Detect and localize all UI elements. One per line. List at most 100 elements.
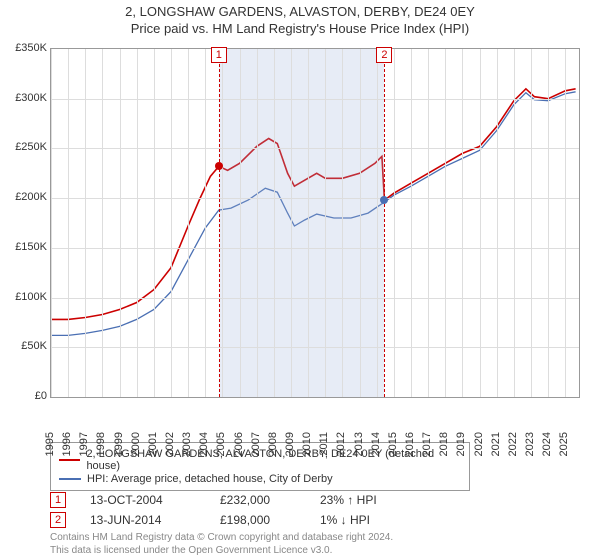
gridline-v [514, 49, 515, 397]
xtick-label: 2014 [370, 432, 382, 456]
gridline-v [394, 49, 395, 397]
xtick-label: 2000 [130, 432, 142, 456]
gridline-v [85, 49, 86, 397]
gridline-h [51, 298, 579, 299]
ytick-label: £350K [1, 42, 47, 54]
gridline-h [51, 248, 579, 249]
chart-plot-area: 12 [50, 48, 580, 398]
gridline-v [462, 49, 463, 397]
gridline-v [120, 49, 121, 397]
attribution-line-2: This data is licensed under the Open Gov… [50, 545, 393, 558]
ytick-label: £250K [1, 141, 47, 153]
gridline-h [51, 148, 579, 149]
xtick-label: 1995 [44, 432, 56, 456]
legend-label: HPI: Average price, detached house, City… [87, 473, 333, 485]
gridline-v [428, 49, 429, 397]
xtick-label: 2018 [438, 432, 450, 456]
ytick-label: £50K [1, 340, 47, 352]
legend-row: HPI: Average price, detached house, City… [59, 473, 461, 485]
xtick-label: 2017 [421, 432, 433, 456]
xtick-label: 2001 [147, 432, 159, 456]
marker-box-2: 2 [376, 47, 392, 63]
gridline-v [325, 49, 326, 397]
gridline-v [102, 49, 103, 397]
gridline-v [240, 49, 241, 397]
xtick-label: 2010 [301, 432, 313, 456]
xtick-label: 2006 [233, 432, 245, 456]
xtick-label: 2007 [250, 432, 262, 456]
gridline-h [51, 347, 579, 348]
ytick-label: £200K [1, 191, 47, 203]
tx-marker: 1 [50, 492, 66, 508]
xtick-label: 2004 [198, 432, 210, 456]
tx-delta: 1% ↓ HPI [320, 513, 440, 527]
gridline-v [360, 49, 361, 397]
xtick-label: 2009 [284, 432, 296, 456]
gridline-v [548, 49, 549, 397]
marker-line-1 [219, 49, 220, 397]
marker-dot-2 [380, 196, 388, 204]
marker-box-1: 1 [211, 47, 227, 63]
gridline-h [51, 198, 579, 199]
ytick-label: £0 [1, 390, 47, 402]
xtick-label: 2003 [181, 432, 193, 456]
xtick-label: 2023 [524, 432, 536, 456]
gridline-v [445, 49, 446, 397]
xtick-label: 2008 [267, 432, 279, 456]
ytick-label: £300K [1, 92, 47, 104]
gridline-v [205, 49, 206, 397]
title-block: 2, LONGSHAW GARDENS, ALVASTON, DERBY, DE… [0, 0, 600, 36]
xtick-label: 2012 [335, 432, 347, 456]
gridline-v [171, 49, 172, 397]
xtick-label: 2024 [541, 432, 553, 456]
transaction-row: 1 13-OCT-2004£232,00023% ↑ HPI [50, 490, 440, 510]
gridline-v [497, 49, 498, 397]
gridline-v [188, 49, 189, 397]
xtick-label: 2021 [490, 432, 502, 456]
legend-swatch [59, 478, 81, 480]
transaction-table: 1 13-OCT-2004£232,00023% ↑ HPI 2 13-JUN-201… [50, 490, 440, 530]
xtick-label: 1999 [113, 432, 125, 456]
ytick-label: £100K [1, 291, 47, 303]
ytick-label: £150K [1, 241, 47, 253]
transaction-row: 2 13-JUN-2014£198,0001% ↓ HPI [50, 510, 440, 530]
title-subtitle: Price paid vs. HM Land Registry's House … [0, 21, 600, 36]
attribution-text: Contains HM Land Registry data © Crown c… [50, 532, 393, 557]
gridline-v [480, 49, 481, 397]
xtick-label: 2022 [507, 432, 519, 456]
xtick-label: 2016 [404, 432, 416, 456]
xtick-label: 2015 [387, 432, 399, 456]
gridline-v [257, 49, 258, 397]
xtick-label: 1996 [61, 432, 73, 456]
gridline-v [291, 49, 292, 397]
attribution-line-1: Contains HM Land Registry data © Crown c… [50, 532, 393, 545]
xtick-label: 2013 [353, 432, 365, 456]
tx-price: £232,000 [220, 493, 320, 507]
gridline-v [137, 49, 138, 397]
xtick-label: 1998 [95, 432, 107, 456]
marker-dot-1 [215, 162, 223, 170]
gridline-h [51, 99, 579, 100]
title-address: 2, LONGSHAW GARDENS, ALVASTON, DERBY, DE… [0, 4, 600, 19]
tx-marker: 2 [50, 512, 66, 528]
tx-date: 13-JUN-2014 [90, 513, 220, 527]
xtick-label: 2011 [318, 432, 330, 456]
gridline-v [68, 49, 69, 397]
gridline-v [154, 49, 155, 397]
gridline-v [274, 49, 275, 397]
tx-date: 13-OCT-2004 [90, 493, 220, 507]
legend-swatch [59, 459, 80, 461]
gridline-v [531, 49, 532, 397]
xtick-label: 2019 [455, 432, 467, 456]
xtick-label: 2005 [215, 432, 227, 456]
tx-price: £198,000 [220, 513, 320, 527]
xtick-label: 2025 [558, 432, 570, 456]
gridline-v [342, 49, 343, 397]
marker-line-2 [384, 49, 385, 397]
tx-delta: 23% ↑ HPI [320, 493, 440, 507]
gridline-v [51, 49, 52, 397]
xtick-label: 2002 [164, 432, 176, 456]
xtick-label: 1997 [78, 432, 90, 456]
gridline-v [308, 49, 309, 397]
xtick-label: 2020 [473, 432, 485, 456]
